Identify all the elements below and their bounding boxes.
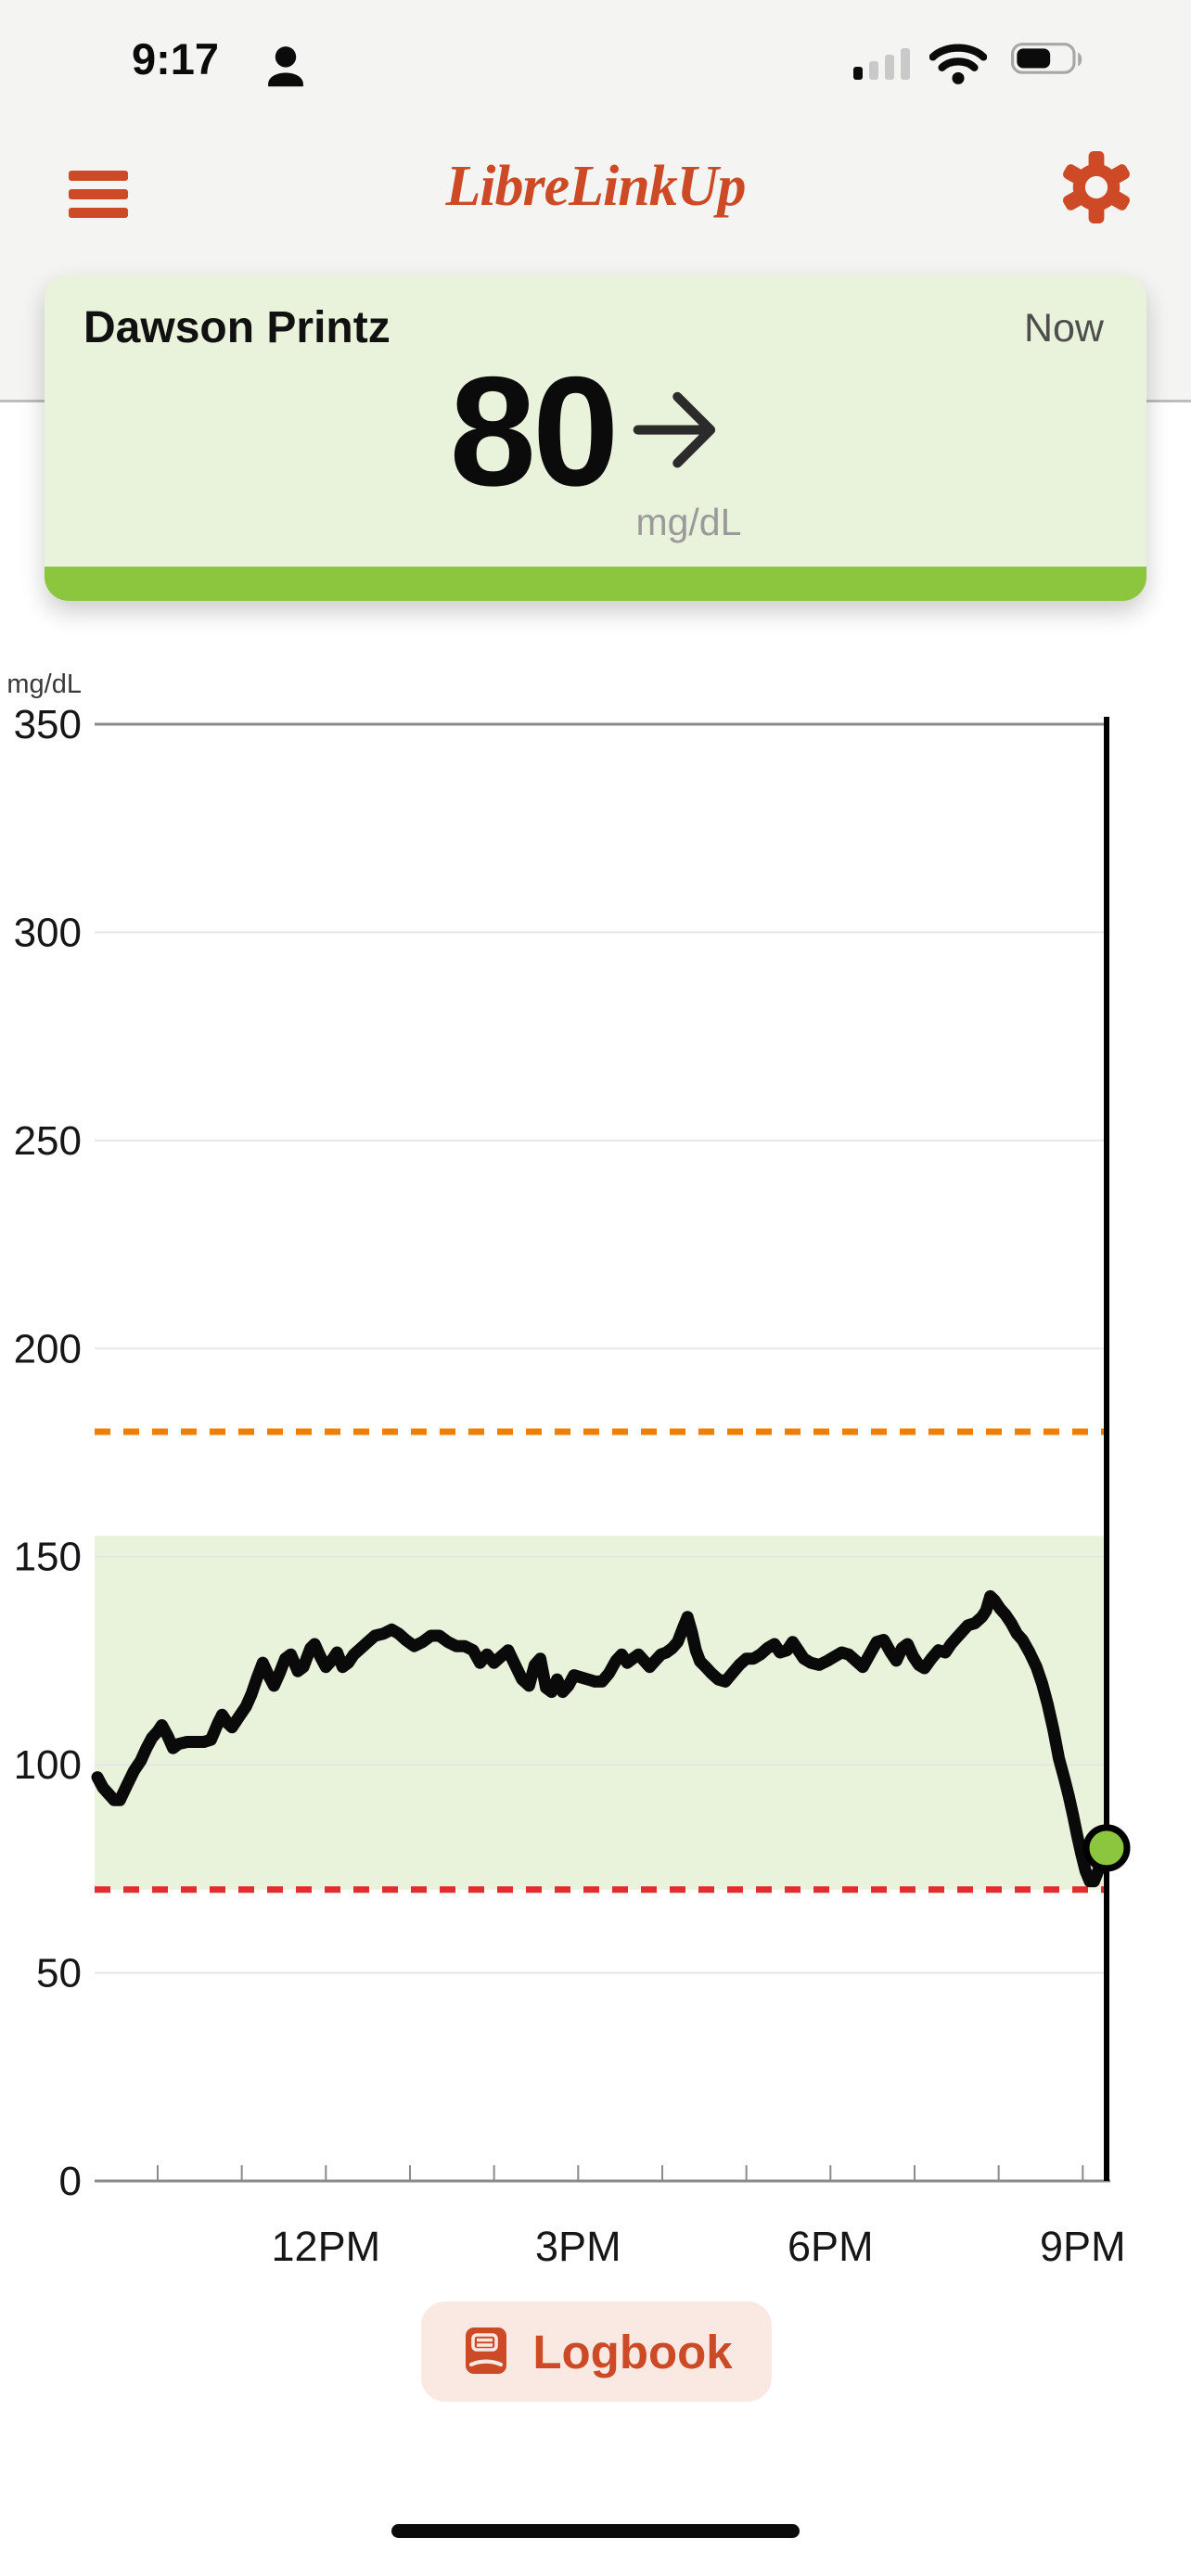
- glucose-value: 80: [449, 344, 620, 518]
- patient-name: Dawson Printz: [83, 303, 391, 352]
- gear-icon: [1062, 151, 1131, 223]
- menu-button[interactable]: [69, 171, 128, 218]
- hamburger-icon: [69, 171, 128, 181]
- wifi-icon: [928, 41, 988, 90]
- y-axis-label: 350: [14, 702, 82, 747]
- x-axis-label: 9PM: [1040, 2223, 1126, 2270]
- x-axis-label: 12PM: [272, 2223, 381, 2270]
- status-bar: 9:17: [0, 0, 1191, 121]
- current-reading-dot: [1082, 1824, 1131, 1872]
- y-axis-label: 250: [14, 1118, 82, 1164]
- y-axis-label: 50: [36, 1951, 82, 1996]
- y-axis-label: 0: [59, 2159, 82, 2204]
- patient-card[interactable]: Dawson Printz Now 80 mg/dL: [45, 274, 1146, 601]
- glucose-curve: [91, 1589, 1113, 1888]
- card-status-strip: [45, 567, 1146, 601]
- x-axis-label: 6PM: [788, 2223, 874, 2270]
- target-range-band: [95, 1536, 1107, 1890]
- y-axis-label: 100: [14, 1742, 82, 1788]
- logbook-button[interactable]: Logbook: [421, 2302, 772, 2402]
- trend-arrow-right-icon: [634, 391, 716, 468]
- glucose-reading: 80 mg/dL: [45, 344, 1146, 544]
- y-axis-label: 200: [14, 1326, 82, 1371]
- book-icon: [466, 2327, 507, 2374]
- glucose-unit: mg/dL: [635, 501, 742, 543]
- y-axis-label: 300: [14, 910, 82, 955]
- home-indicator[interactable]: [391, 2524, 800, 2538]
- x-axis-label: 3PM: [535, 2223, 621, 2270]
- app-header: LibreLinkUp: [0, 148, 1191, 269]
- app-title: LibreLinkUp: [445, 155, 746, 218]
- settings-button[interactable]: [1059, 150, 1133, 229]
- person-icon: [262, 43, 310, 96]
- y-axis-label: 150: [14, 1535, 82, 1580]
- battery-icon: [1011, 43, 1083, 81]
- status-time: 9:17: [132, 34, 220, 83]
- cellular-signal-icon: [853, 48, 911, 84]
- y-axis-unit-label: mg/dL: [6, 670, 82, 699]
- logbook-label: Logbook: [532, 2325, 733, 2378]
- reading-timestamp: Now: [1023, 306, 1104, 351]
